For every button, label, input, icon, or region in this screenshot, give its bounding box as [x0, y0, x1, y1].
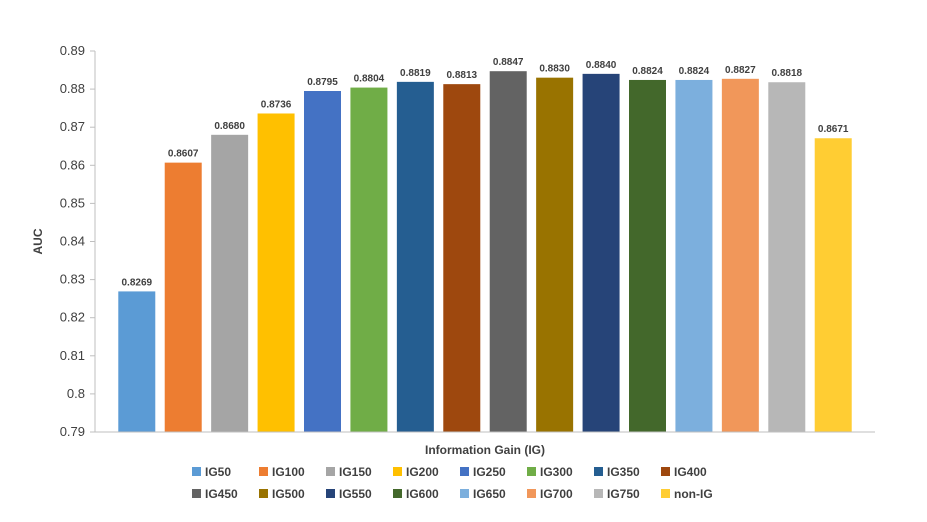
bar-ig400 — [443, 84, 481, 432]
legend-item-ig450: IG450 — [192, 487, 238, 501]
legend-swatch — [326, 489, 335, 498]
y-tick-label: 0.82 — [60, 310, 85, 325]
data-label-ig150: 0.8680 — [214, 121, 245, 132]
legend-item-ig650: IG650 — [460, 487, 506, 501]
bar-ig450 — [489, 71, 527, 433]
legend-swatch — [259, 489, 268, 498]
bar-ig550 — [582, 73, 620, 433]
bar-ig350 — [396, 81, 434, 433]
legend-item-ig300: IG300 — [527, 465, 573, 479]
legend-label: IG100 — [272, 465, 305, 479]
bar-ig600 — [629, 79, 666, 433]
y-tick-label: 0.85 — [60, 195, 85, 210]
data-label-ig650: 0.8824 — [679, 66, 710, 77]
y-tick-label: 0.87 — [60, 119, 85, 134]
legend-item-non-ig: non-IG — [661, 487, 713, 501]
bar-ig100 — [164, 162, 202, 432]
legend-item-ig600: IG600 — [393, 487, 439, 501]
legend-item-ig350: IG350 — [594, 465, 640, 479]
legend-swatch — [393, 489, 402, 498]
bar-ig150 — [211, 134, 249, 432]
bar-ig50 — [118, 291, 156, 432]
y-axis-title: AUC — [31, 228, 45, 254]
legend-label: IG450 — [205, 487, 238, 501]
legend-label: IG550 — [339, 487, 372, 501]
data-label-non-ig: 0.8671 — [818, 124, 849, 135]
legend-swatch — [594, 467, 603, 476]
y-tick-label: 0.84 — [60, 234, 85, 249]
legend-swatch — [259, 467, 268, 476]
legend-label: IG500 — [272, 487, 305, 501]
y-tick-label: 0.81 — [60, 348, 85, 363]
legend-swatch — [326, 467, 335, 476]
data-label-ig700: 0.8827 — [725, 65, 756, 76]
y-tick-label: 0.89 — [60, 43, 85, 58]
bar-ig650 — [675, 79, 713, 433]
legend-label: IG300 — [540, 465, 573, 479]
legend-swatch — [460, 489, 469, 498]
y-tick-label: 0.86 — [60, 157, 85, 172]
legend-label: IG200 — [406, 465, 439, 479]
bar-ig750 — [768, 82, 806, 432]
x-axis-title: Information Gain (IG) — [425, 443, 545, 457]
legend: IG50 IG100 IG150 IG200 IG250 IG300 IG350 IG400 I… — [192, 465, 713, 501]
legend-item-ig400: IG400 — [661, 465, 707, 479]
legend-label: IG700 — [540, 487, 573, 501]
data-label-ig50: 0.8269 — [121, 277, 152, 288]
legend-swatch — [460, 467, 469, 476]
y-tick-label: 0.8 — [67, 386, 85, 401]
legend-item-ig100: IG100 — [259, 465, 305, 479]
data-label-ig400: 0.8813 — [446, 70, 477, 81]
legend-swatch — [393, 467, 402, 476]
bar-ig500 — [536, 77, 574, 433]
y-tick-label: 0.79 — [60, 424, 85, 439]
data-label-ig550: 0.8840 — [586, 60, 617, 71]
legend-label: IG250 — [473, 465, 506, 479]
data-labels: 0.8269 0.8607 0.8680 0.8736 0.8795 0.8804 0.88… — [121, 57, 848, 288]
data-label-ig250: 0.8795 — [307, 77, 338, 88]
data-label-ig500: 0.8830 — [539, 64, 570, 75]
data-label-ig100: 0.8607 — [168, 149, 199, 160]
legend-swatch — [661, 489, 670, 498]
bars — [118, 71, 852, 433]
legend-label: IG750 — [607, 487, 640, 501]
legend-swatch — [527, 489, 536, 498]
legend-item-ig700: IG700 — [527, 487, 573, 501]
bar-ig200 — [257, 113, 295, 432]
legend-label: IG650 — [473, 487, 506, 501]
legend-item-ig750: IG750 — [594, 487, 640, 501]
bar-ig300 — [350, 87, 388, 433]
y-tick-label: 0.83 — [60, 272, 85, 287]
legend-label: IG400 — [674, 465, 707, 479]
data-label-ig350: 0.8819 — [400, 68, 431, 79]
bar-ig700 — [721, 78, 759, 433]
legend-swatch — [192, 489, 201, 498]
y-axis: 0.79 0.8 0.81 0.82 0.83 0.84 0.85 0.86 0.87 0.88 0… — [60, 43, 96, 439]
legend-item-ig150: IG150 — [326, 465, 372, 479]
legend-swatch — [527, 467, 536, 476]
legend-label: IG50 — [205, 465, 231, 479]
legend-swatch — [661, 467, 670, 476]
data-label-ig450: 0.8847 — [493, 57, 524, 68]
legend-item-ig500: IG500 — [259, 487, 305, 501]
legend-item-ig200: IG200 — [393, 465, 439, 479]
y-tick-label: 0.88 — [60, 81, 85, 96]
data-label-ig600: 0.8824 — [632, 66, 663, 77]
legend-label: IG150 — [339, 465, 372, 479]
data-label-ig750: 0.8818 — [771, 68, 802, 79]
legend-label: IG600 — [406, 487, 439, 501]
bar-ig250 — [304, 91, 341, 432]
data-label-ig300: 0.8804 — [354, 74, 385, 85]
data-label-ig200: 0.8736 — [261, 99, 292, 110]
legend-label: IG350 — [607, 465, 640, 479]
bar-non-ig — [814, 138, 852, 432]
legend-label: non-IG — [674, 487, 713, 501]
legend-swatch — [594, 489, 603, 498]
legend-item-ig50: IG50 — [192, 465, 231, 479]
legend-item-ig250: IG250 — [460, 465, 506, 479]
legend-swatch — [192, 467, 201, 476]
legend-item-ig550: IG550 — [326, 487, 372, 501]
